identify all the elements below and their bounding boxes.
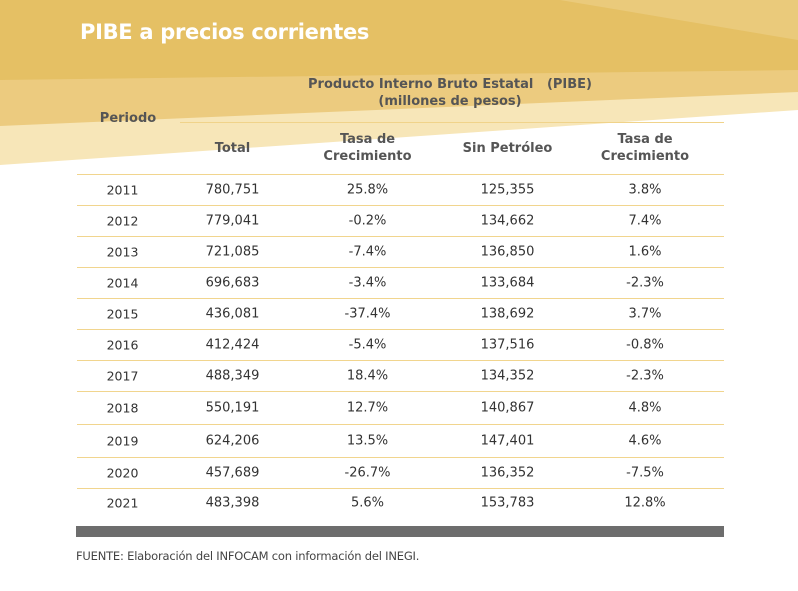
sin-petroleo-cell: 125,355 [480,182,535,198]
sin-petroleo-cell: 147,401 [480,433,535,449]
table-row: 2018 550,191 12.7% 140,867 4.8% [77,391,724,424]
growth-rate-cell: 25.8% [346,182,389,198]
growth-rate-sin-petroleo-cell: 12.8% [624,495,666,511]
growth-rate-cell: -5.4% [348,337,387,353]
tasa2-header-line2: Crecimiento [600,149,690,164]
year-cell: 2013 [106,244,139,260]
tasa-crecimiento-sin-petroleo-column-header: Tasa de Crecimiento [575,131,715,165]
year-cell: 2011 [106,182,139,198]
table-row: 2015 436,081 -37.4% 138,692 3.7% [77,298,724,329]
total-cell: 436,081 [205,306,260,322]
growth-rate-sin-petroleo-cell: 7.4% [628,213,662,229]
table-footer-bar [76,526,724,537]
growth-rate-sin-petroleo-cell: 3.8% [628,182,662,198]
total-cell: 550,191 [205,400,260,416]
year-cell: 2012 [106,213,139,229]
sin-petroleo-cell: 138,692 [480,306,535,322]
table-row: 2011 780,751 25.8% 125,355 3.8% [77,174,724,205]
periodo-header: Periodo [99,111,157,126]
total-cell: 780,751 [205,182,260,198]
year-cell: 2021 [106,495,139,511]
growth-rate-sin-petroleo-cell: -0.8% [626,337,664,353]
total-column-header: Total [214,141,251,156]
growth-rate-cell: -3.4% [348,275,387,291]
sin-petroleo-cell: 136,352 [480,465,535,481]
sin-petroleo-cell: 133,684 [480,275,535,291]
growth-rate-cell: -37.4% [344,306,391,322]
total-cell: 483,398 [205,495,260,511]
total-cell: 412,424 [205,337,260,353]
total-cell: 624,206 [205,433,260,449]
growth-rate-sin-petroleo-cell: 4.8% [628,400,662,416]
year-cell: 2018 [106,400,139,416]
year-cell: 2017 [106,368,139,384]
tasa-header-line1: Tasa de [339,132,396,147]
sin-petroleo-cell: 136,850 [480,244,535,260]
sin-petroleo-cell: 134,662 [480,213,535,229]
total-cell: 457,689 [205,465,260,481]
tasa-crecimiento-column-header: Tasa de Crecimiento [300,131,435,165]
growth-rate-sin-petroleo-cell: -7.5% [626,465,664,481]
page-title: PIBE a precios corrientes [80,20,370,44]
tasa-header-line2: Crecimiento [323,149,412,164]
data-table: 2011 780,751 25.8% 125,355 3.8% 2012 779… [77,174,724,517]
total-cell: 696,683 [205,275,260,291]
group-header: Producto Interno Bruto Estatal (PIBE) (m… [300,76,600,110]
table-row: 2020 457,689 -26.7% 136,352 -7.5% [77,457,724,488]
year-cell: 2015 [106,306,139,322]
table-row: 2016 412,424 -5.4% 137,516 -0.8% [77,329,724,360]
table-row: 2013 721,085 -7.4% 136,850 1.6% [77,236,724,267]
sin-petroleo-cell: 134,352 [480,368,535,384]
group-header-line2: (millones de pesos) [378,94,522,109]
year-cell: 2019 [106,433,139,449]
growth-rate-sin-petroleo-cell: -2.3% [626,368,664,384]
growth-rate-cell: 12.7% [346,400,389,416]
year-cell: 2014 [106,275,139,291]
group-header-line1: Producto Interno Bruto Estatal (PIBE) [308,77,592,92]
title-banner [0,0,798,165]
table-row: 2012 779,041 -0.2% 134,662 7.4% [77,205,724,236]
growth-rate-cell: 5.6% [350,495,385,511]
total-cell: 779,041 [205,213,260,229]
total-cell: 488,349 [205,368,260,384]
sin-petroleo-cell: 140,867 [480,400,535,416]
growth-rate-cell: -0.2% [348,213,387,229]
tasa2-header-line1: Tasa de [617,132,673,147]
source-note: FUENTE: Elaboración del INFOCAM con info… [76,549,420,563]
table-row: 2014 696,683 -3.4% 133,684 -2.3% [77,267,724,298]
table-row: 2021 483,398 5.6% 153,783 12.8% [77,488,724,517]
total-cell: 721,085 [205,244,260,260]
year-cell: 2016 [106,337,139,353]
growth-rate-cell: 18.4% [346,368,389,384]
growth-rate-cell: -7.4% [348,244,387,260]
table-row: 2017 488,349 18.4% 134,352 -2.3% [77,360,724,391]
sin-petroleo-column-header: Sin Petróleo [462,141,553,156]
growth-rate-sin-petroleo-cell: 1.6% [628,244,662,260]
sin-petroleo-cell: 137,516 [480,337,535,353]
growth-rate-sin-petroleo-cell: -2.3% [626,275,664,291]
year-cell: 2020 [106,465,139,481]
header-divider [180,122,724,123]
growth-rate-cell: 13.5% [346,433,389,449]
table-row: 2019 624,206 13.5% 147,401 4.6% [77,424,724,457]
growth-rate-sin-petroleo-cell: 4.6% [628,433,662,449]
sin-petroleo-cell: 153,783 [480,495,535,511]
growth-rate-cell: -26.7% [344,465,391,481]
growth-rate-sin-petroleo-cell: 3.7% [628,306,662,322]
